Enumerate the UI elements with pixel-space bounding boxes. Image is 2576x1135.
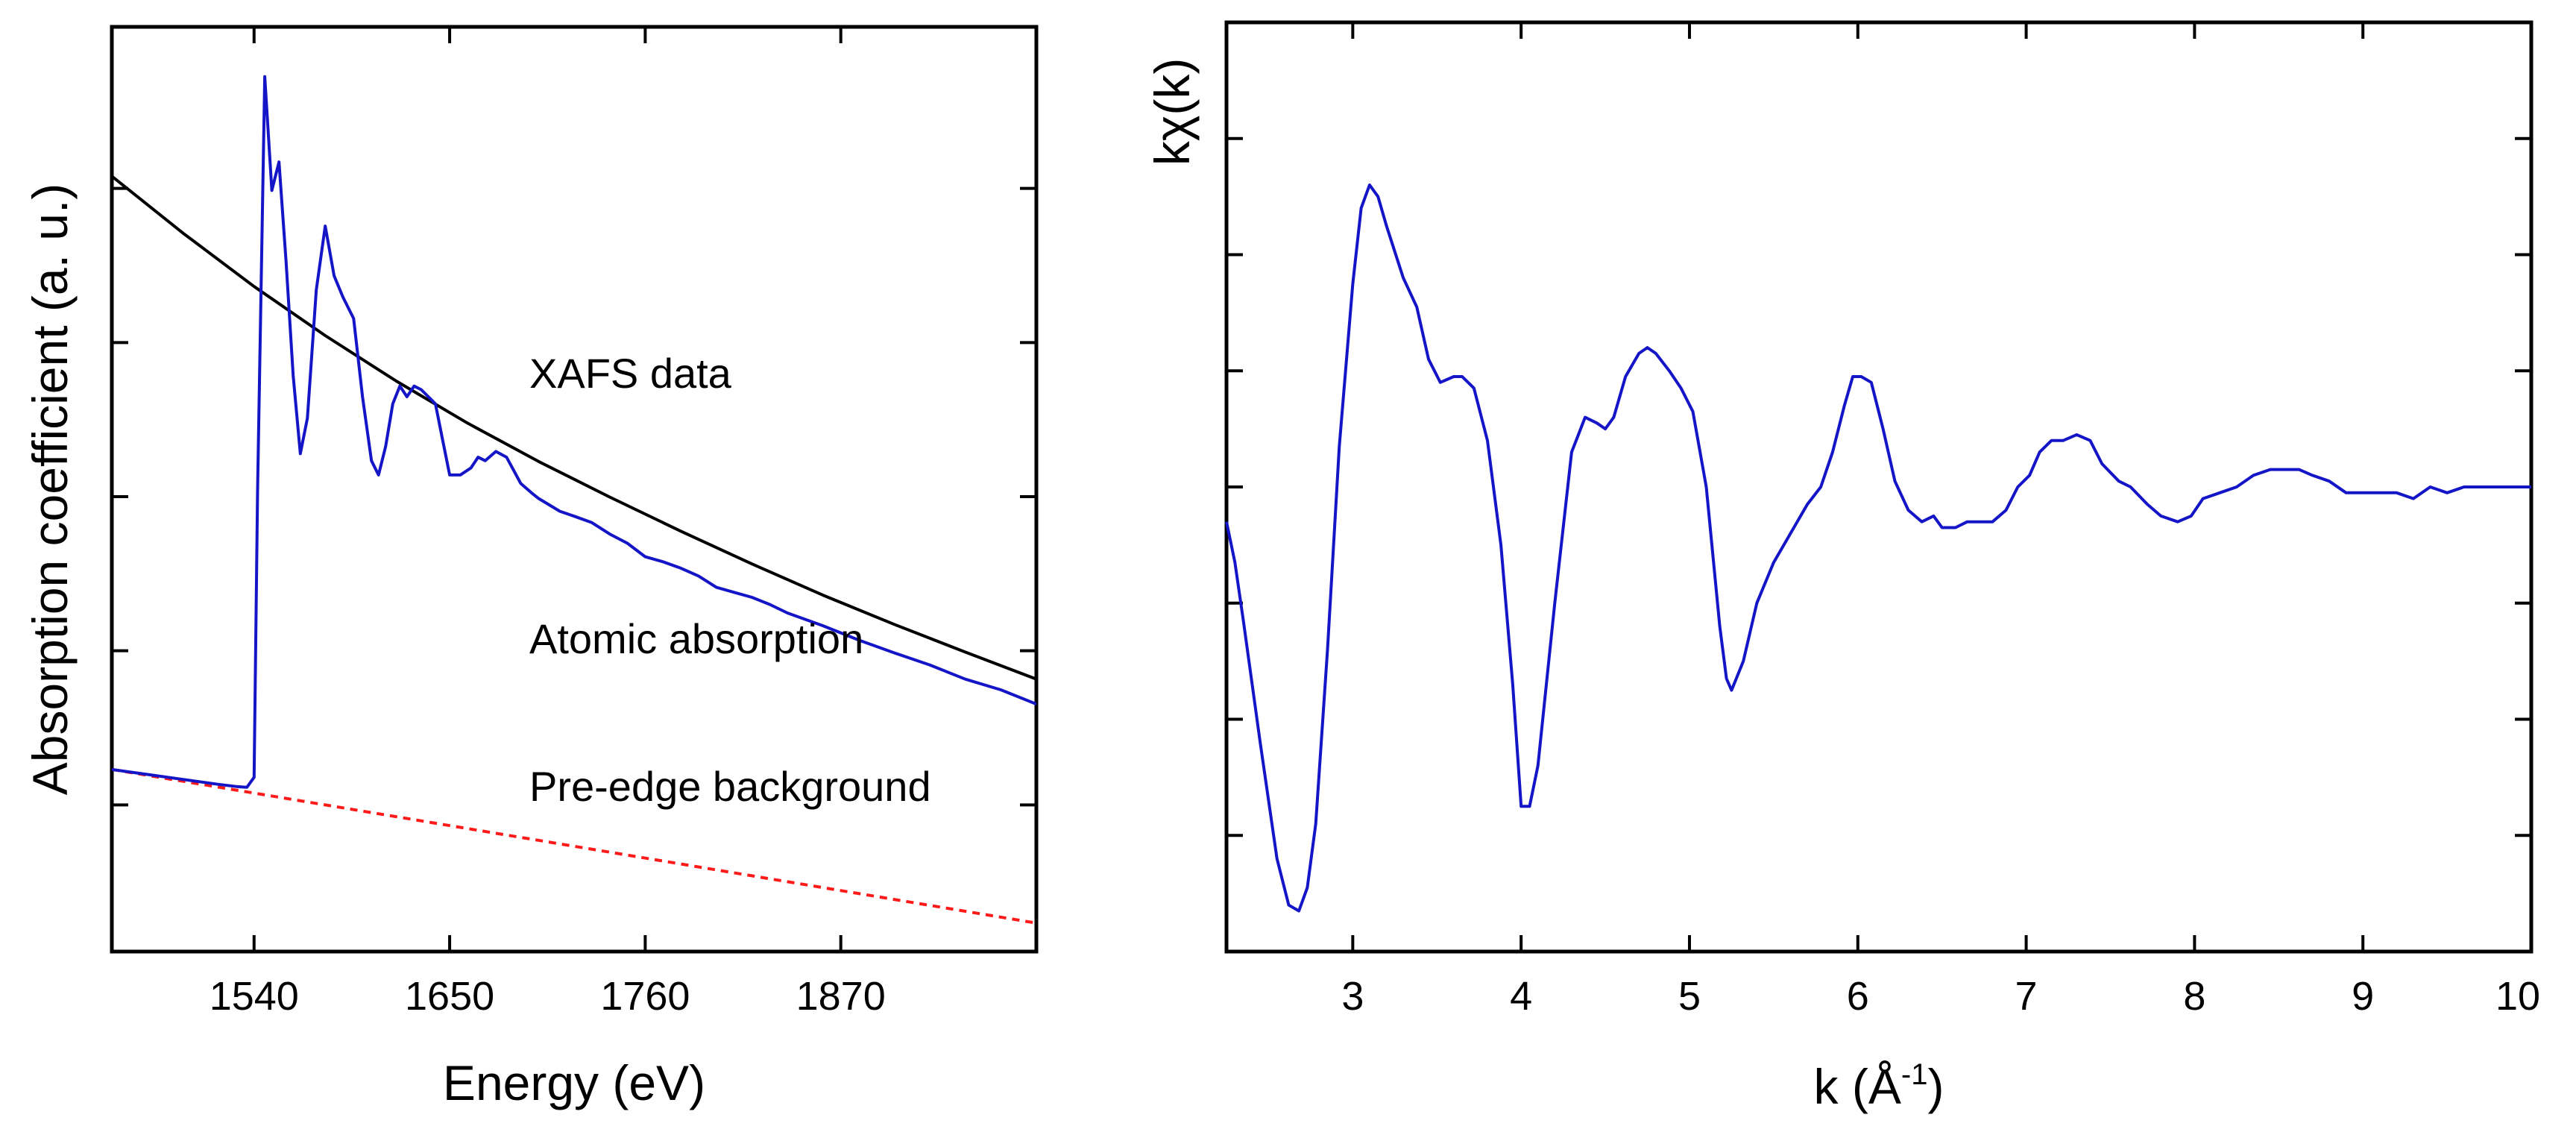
left-x-tick-label: 1650: [405, 974, 494, 1019]
left-x-axis-title: Energy (eV): [443, 1055, 705, 1110]
right-x-axis-title: k (Å-1): [1814, 1058, 1944, 1114]
right-x-tick-label: 5: [1678, 974, 1701, 1019]
right-x-axis-title-superscript: -1: [1901, 1058, 1928, 1091]
right-x-tick-label: 9: [2352, 974, 2374, 1019]
left-ticks: [112, 27, 1036, 952]
left-x-tick-labels: 1540 1650 1760 1870: [210, 974, 886, 1019]
annotation-atomic-absorption: Atomic absorption: [529, 615, 863, 662]
right-x-axis-title-main: k (Å: [1814, 1059, 1901, 1114]
right-y-axis-title: kχ(k): [1144, 58, 1200, 166]
right-x-axis-title-suffix: ): [1927, 1059, 1944, 1114]
right-x-tick-label: 3: [1341, 974, 1364, 1019]
series-xafs-data: [112, 75, 1036, 789]
annotation-pre-edge-background: Pre-edge background: [529, 763, 931, 810]
series-pre-edge-background: [112, 767, 1036, 925]
left-plot-frame: [110, 25, 1039, 954]
right-chart: 3 4 5 6 7 8 9 10 k (Å-1) kχ(k): [1144, 20, 2540, 1114]
right-x-tick-label: 8: [2183, 974, 2205, 1019]
right-x-tick-label: 7: [2015, 974, 2038, 1019]
right-x-tick-label: 6: [1847, 974, 1869, 1019]
left-y-axis-title: Absorption coefficient (a. u.): [22, 183, 78, 796]
left-series: [112, 75, 1036, 925]
series-atomic-absorption: [112, 175, 1036, 681]
right-series: [1225, 183, 2531, 913]
right-x-tick-label: 4: [1510, 974, 1532, 1019]
left-x-tick-label: 1540: [210, 974, 299, 1019]
right-x-tick-label: 10: [2495, 974, 2540, 1019]
left-chart: 1540 1650 1760 1870 Energy (eV) Absorption …: [22, 25, 1039, 1110]
left-x-tick-label: 1870: [796, 974, 886, 1019]
series-k-chi: [1225, 183, 2531, 913]
annotation-xafs-data: XAFS data: [529, 350, 732, 397]
left-x-tick-label: 1760: [600, 974, 690, 1019]
right-x-tick-labels: 3 4 5 6 7 8 9 10: [1341, 974, 2540, 1019]
